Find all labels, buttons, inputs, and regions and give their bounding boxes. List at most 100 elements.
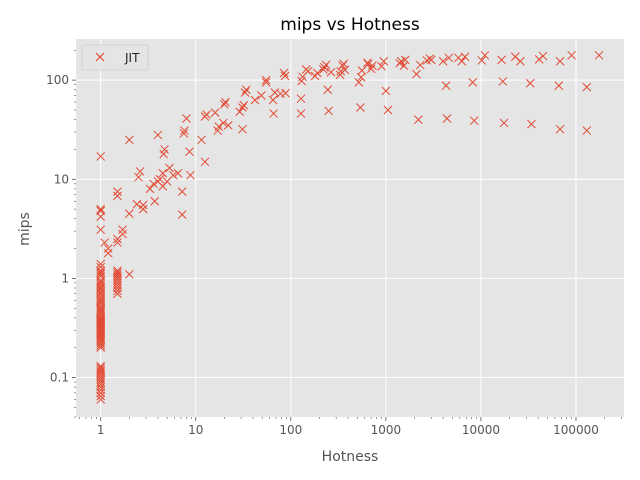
y-axis-label: mips <box>17 212 33 246</box>
data-point <box>270 88 280 97</box>
data-point <box>182 114 191 123</box>
data-point <box>582 82 592 92</box>
data-point <box>441 81 451 90</box>
data-point <box>113 276 122 285</box>
data-point <box>96 296 106 305</box>
chart-title: mips vs Hotness <box>280 15 420 35</box>
data-point <box>153 130 163 140</box>
data-point <box>326 67 336 77</box>
data-point <box>468 77 478 87</box>
data-point <box>96 365 106 375</box>
data-point <box>200 157 210 167</box>
data-point <box>113 187 122 197</box>
data-point <box>415 60 425 70</box>
data-point <box>96 262 106 272</box>
data-point <box>400 55 410 65</box>
data-point <box>185 147 194 156</box>
data-point <box>457 56 467 66</box>
data-point <box>96 318 106 327</box>
data-point <box>250 95 260 105</box>
data-point <box>100 238 109 247</box>
x-tick-label: 1000 <box>371 423 402 437</box>
data-point <box>113 238 122 247</box>
data-point <box>96 269 106 279</box>
data-point <box>173 168 183 178</box>
x-axis-label: Hotness <box>322 449 379 465</box>
data-point <box>555 56 565 66</box>
legend-marker-jit <box>95 52 105 62</box>
data-point <box>241 85 251 95</box>
data-point <box>96 303 106 313</box>
data-point <box>261 77 271 87</box>
data-point <box>96 315 106 325</box>
y-tick-label: 0.1 <box>50 371 69 385</box>
data-point <box>379 56 389 66</box>
data-point <box>103 248 113 258</box>
data-point <box>96 395 106 404</box>
data-point <box>444 53 454 63</box>
data-point <box>238 124 247 134</box>
data-point <box>113 269 122 279</box>
legend: JIT <box>81 44 149 71</box>
data-point <box>477 56 487 65</box>
data-point <box>383 105 393 115</box>
data-point <box>438 56 448 66</box>
data-point <box>525 78 535 88</box>
data-point <box>96 361 106 371</box>
data-point <box>221 97 230 107</box>
data-point <box>303 66 313 76</box>
data-point <box>321 60 331 70</box>
data-point <box>256 91 266 100</box>
y-tick-label: 100 <box>46 73 69 87</box>
data-point <box>312 68 322 78</box>
data-point <box>279 68 289 78</box>
data-point <box>460 52 470 62</box>
data-point <box>145 184 155 194</box>
data-point <box>296 109 306 118</box>
data-point <box>324 106 333 116</box>
data-point <box>527 119 536 129</box>
data-point <box>96 363 106 373</box>
data-point <box>197 135 206 145</box>
data-point <box>261 75 271 85</box>
data-point <box>138 200 148 210</box>
data-point <box>480 50 490 60</box>
data-point <box>354 77 364 87</box>
data-point <box>220 99 229 109</box>
x-tick-label: 100 <box>279 423 302 437</box>
data-point <box>158 168 168 178</box>
data-point <box>202 110 211 119</box>
data-point <box>118 229 127 239</box>
legend-x-marker <box>95 52 105 62</box>
data-point <box>113 278 122 288</box>
data-point <box>96 259 106 269</box>
data-point <box>96 377 106 387</box>
data-point <box>113 266 122 275</box>
y-tick-label: 1 <box>61 271 69 285</box>
data-point <box>155 174 165 184</box>
data-point <box>594 50 604 60</box>
data-point <box>240 88 250 97</box>
data-point <box>223 120 233 130</box>
data-point <box>323 85 333 95</box>
data-point <box>235 107 245 117</box>
data-point <box>177 187 187 197</box>
data-point <box>555 124 565 134</box>
data-point <box>497 55 506 65</box>
data-point <box>96 293 106 303</box>
legend-box <box>81 44 149 71</box>
data-point <box>426 55 436 65</box>
data-point <box>281 88 290 98</box>
x-tick-label: 100000 <box>553 423 599 437</box>
data-point <box>538 51 548 61</box>
data-point <box>296 94 306 104</box>
data-point <box>516 56 525 66</box>
data-point <box>356 103 365 112</box>
data-point <box>96 225 106 235</box>
data-point <box>269 109 279 118</box>
x-tick-label: 1 <box>97 423 105 437</box>
data-point <box>498 77 508 86</box>
data-point <box>149 179 158 189</box>
data-point <box>554 81 564 90</box>
